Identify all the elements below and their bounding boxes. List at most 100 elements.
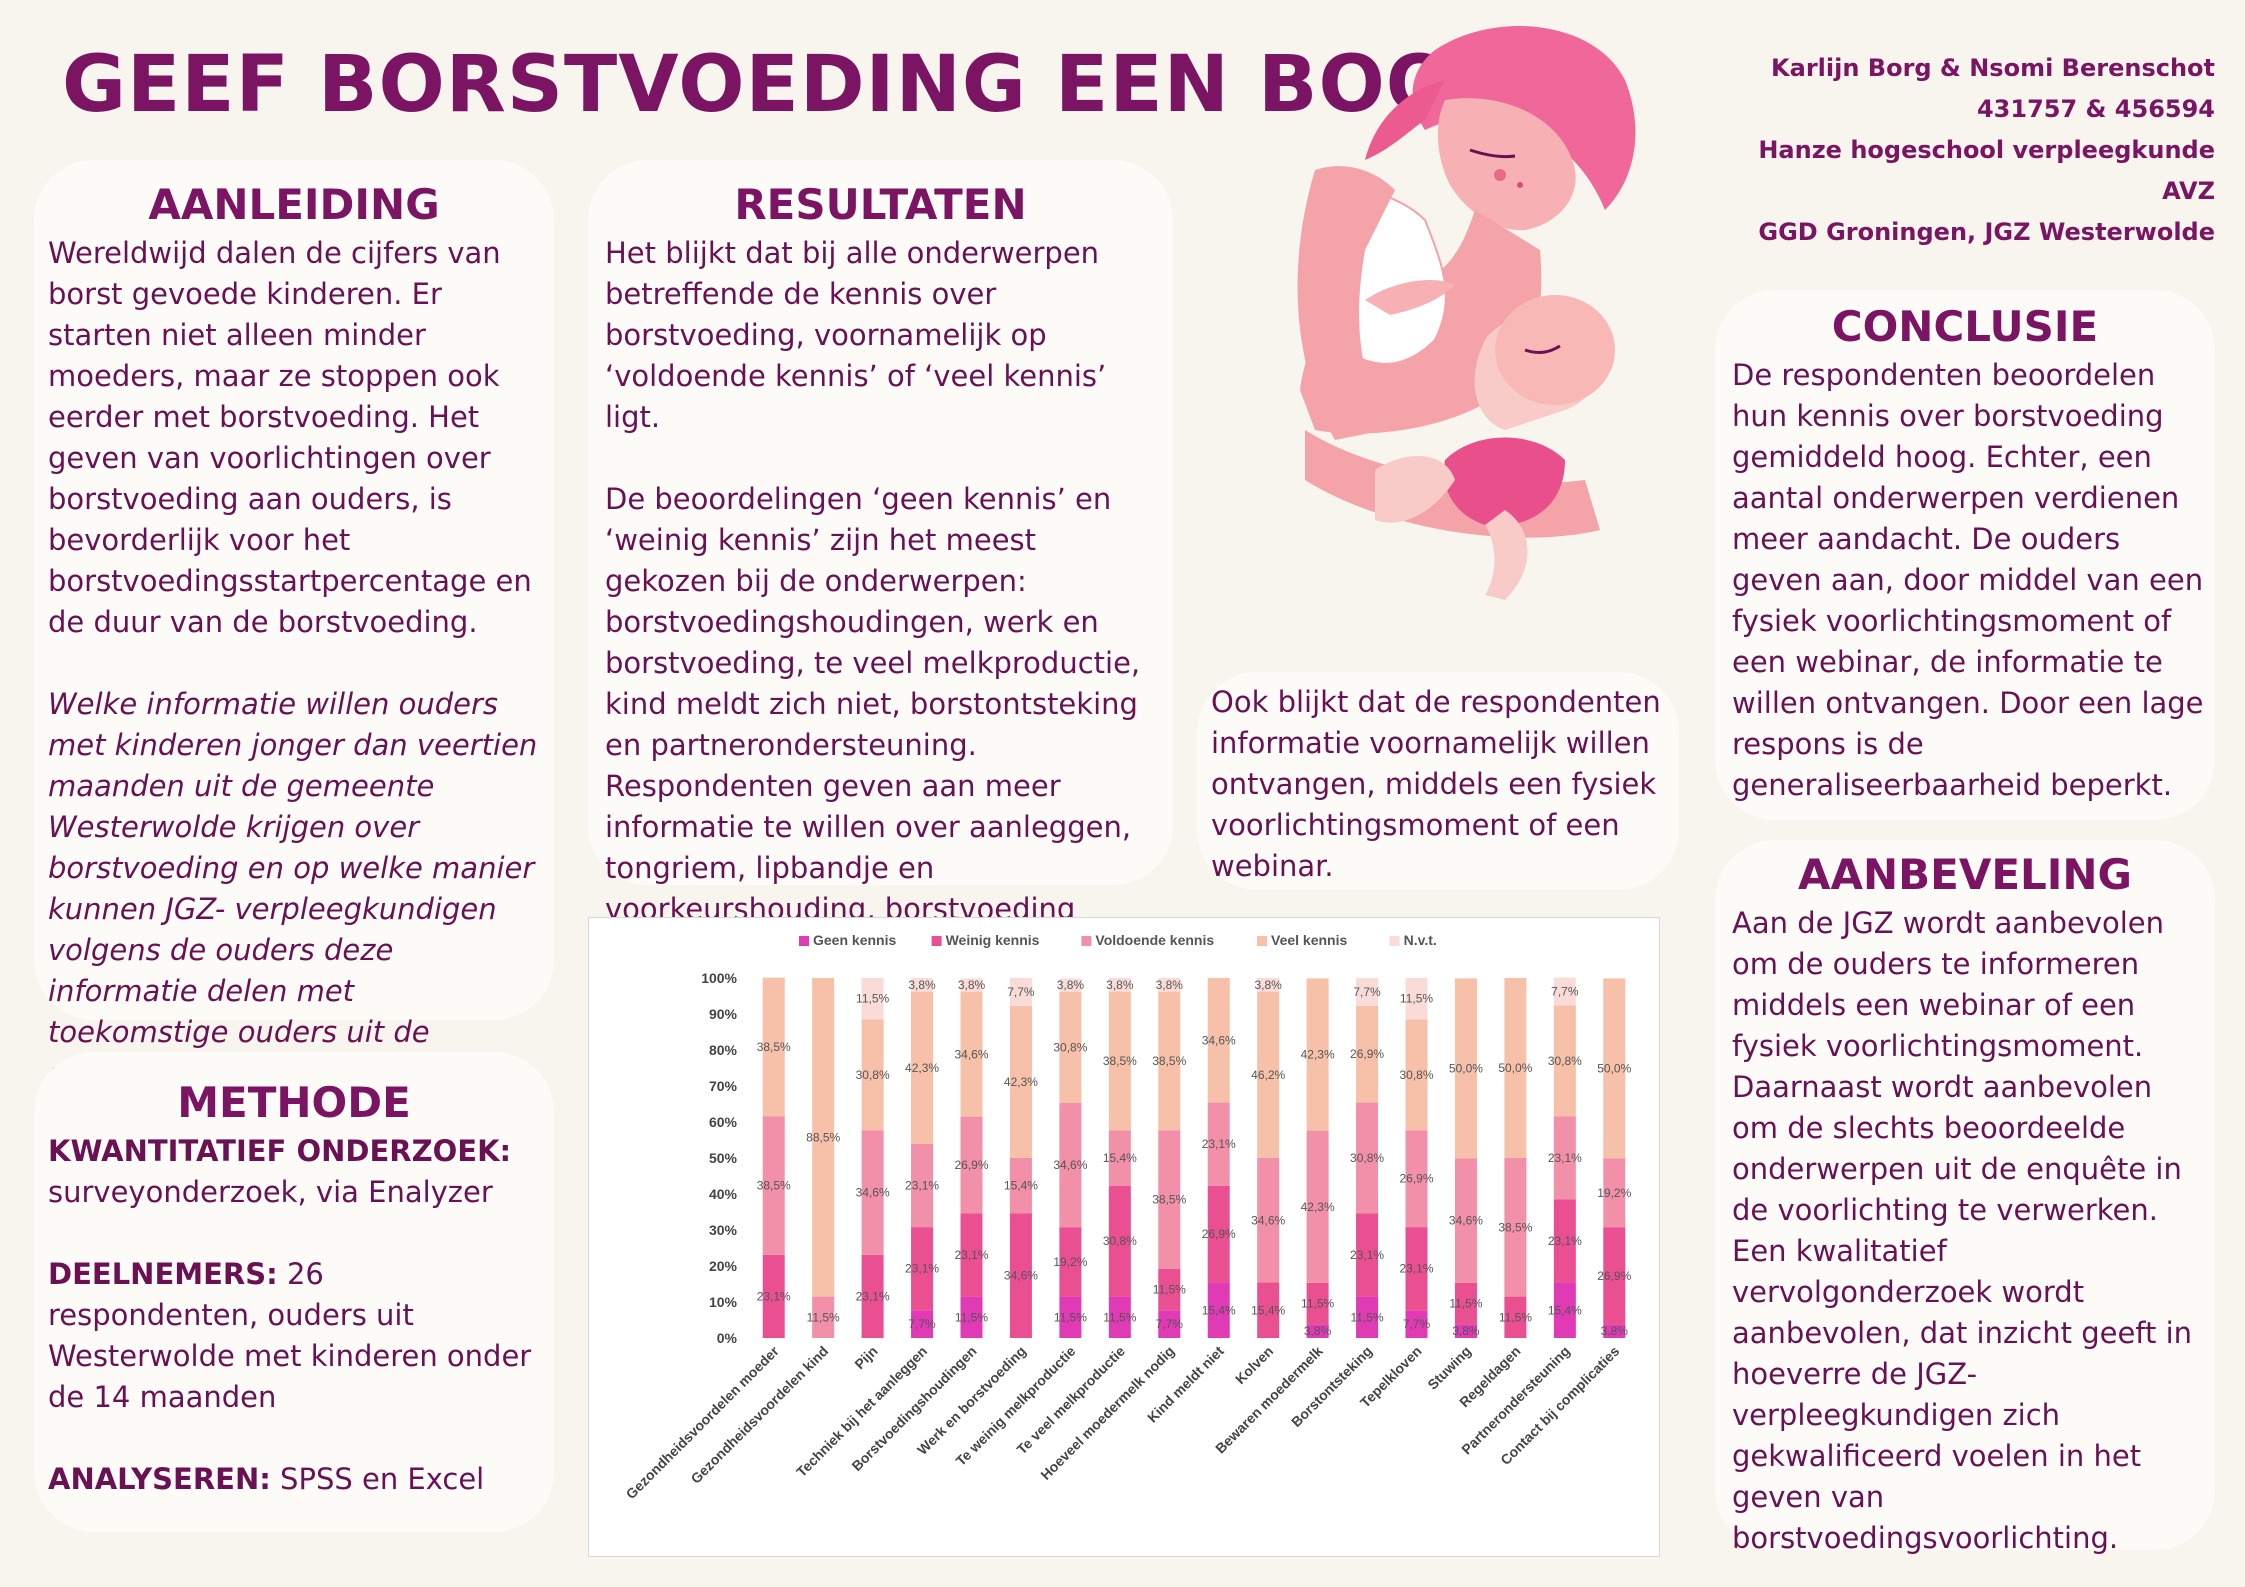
data-label: 3,8% (958, 978, 986, 992)
data-label: 11,5% (1499, 1310, 1532, 1324)
data-label: 50,0% (1597, 1061, 1631, 1075)
y-tick-label: 0% (717, 1330, 738, 1346)
bar-segment (1306, 1324, 1329, 1338)
x-tick-label: Kolven (1232, 1343, 1276, 1387)
bar-segment (1553, 1005, 1576, 1117)
data-label: 7,7% (1403, 1317, 1431, 1331)
bar-segment (1553, 977, 1576, 1006)
data-label: 15,4% (1202, 1303, 1236, 1317)
data-label: 38,5% (1152, 1193, 1186, 1207)
bar-segment (960, 1116, 983, 1214)
data-label: 11,5% (955, 1310, 988, 1324)
bar-segment (1356, 1005, 1379, 1103)
bar-segment (960, 1213, 983, 1297)
bar-segment (1158, 978, 1181, 992)
data-label: 11,5% (1153, 1283, 1186, 1297)
y-tick-label: 90% (709, 1006, 738, 1022)
aanleiding-heading: AANLEIDING (148, 180, 440, 229)
data-label: 11,5% (1449, 1297, 1482, 1311)
legend-swatch (931, 936, 942, 946)
data-label: 23,1% (1399, 1262, 1433, 1276)
bar-segment (1553, 1282, 1576, 1338)
data-label: 88,5% (806, 1130, 840, 1144)
bar-segment (1108, 978, 1131, 992)
bar-segment (762, 1116, 785, 1255)
bar-segment (911, 1310, 934, 1338)
bar-segment (762, 1254, 785, 1338)
data-label: 7,7% (1353, 985, 1381, 999)
data-label: 46,2% (1251, 1068, 1285, 1082)
research-question: Welke informatie willen ouders met kinde… (48, 687, 538, 1090)
data-label: 38,5% (1103, 1054, 1137, 1068)
bar-segment (1108, 1130, 1131, 1186)
bar-segment (861, 1254, 884, 1338)
legend-label: Geen kennis (813, 932, 896, 948)
bar-segment (1553, 1199, 1576, 1283)
data-label: 11,5% (1350, 1310, 1383, 1324)
analyse-text: SPSS en Excel (270, 1462, 485, 1496)
bar-segment (1306, 978, 1329, 1131)
bar-segment (1158, 1310, 1181, 1338)
data-label: 11,5% (1054, 1310, 1087, 1324)
bar-segment (1207, 1102, 1230, 1186)
data-label: 38,5% (1498, 1220, 1532, 1234)
data-label: 50,0% (1449, 1061, 1483, 1075)
aanleiding-text: Wereldwijd dalen de cijfers van borst ge… (48, 236, 532, 639)
y-tick-label: 100% (701, 970, 737, 986)
data-label: 42,3% (1301, 1048, 1335, 1062)
methode-heading: METHODE (177, 1078, 411, 1127)
bar-segment (1009, 1005, 1032, 1158)
data-label: 50,0% (1498, 1061, 1532, 1075)
data-label: 3,8% (1254, 978, 1282, 992)
y-tick-label: 60% (709, 1114, 738, 1130)
bar-segment (1504, 1296, 1527, 1338)
bar-segment (1059, 992, 1082, 1103)
chart-svg: Geen kennis Weinig kennis Voldoende kennis… (623, 932, 1632, 1502)
data-label: 26,9% (954, 1158, 988, 1172)
data-label: 23,1% (905, 1179, 939, 1193)
aanleiding-card: AANLEIDING Wereldwijd dalen de cijfers v… (34, 160, 554, 1090)
bar-segment (1009, 1213, 1032, 1338)
data-label: 7,7% (908, 1317, 936, 1331)
bar-segment (911, 978, 934, 992)
ook-card: Ook blijkt dat de respondenten informati… (1197, 672, 1679, 890)
bar-segment (1158, 1268, 1181, 1311)
bar-segment (1257, 991, 1280, 1158)
data-label: 11,5% (1301, 1297, 1334, 1311)
bar-segment (1553, 1116, 1576, 1200)
bar-segment (1306, 1282, 1329, 1325)
bar-segment (1108, 1185, 1131, 1297)
data-label: 34,6% (1053, 1158, 1087, 1172)
data-label: 38,5% (757, 1179, 791, 1193)
data-label: 23,1% (1548, 1234, 1582, 1248)
data-label: 11,5% (856, 992, 889, 1006)
y-tick-label: 30% (709, 1222, 738, 1238)
y-tick-label: 80% (709, 1042, 738, 1058)
bar-segment (1207, 1185, 1230, 1283)
bar-segment (1356, 1213, 1379, 1297)
data-label: 19,2% (1597, 1186, 1631, 1200)
data-label: 3,8% (1057, 978, 1085, 992)
data-label: 26,9% (1597, 1269, 1631, 1283)
y-tick-label: 20% (709, 1258, 738, 1274)
bar-segment (861, 1019, 884, 1131)
program: AVZ (2162, 177, 2215, 205)
bar-segment (1356, 1102, 1379, 1214)
data-label: 23,1% (905, 1262, 939, 1276)
y-tick-label: 50% (709, 1150, 738, 1166)
bar-segment (960, 978, 983, 993)
bar-segment (1454, 1158, 1477, 1283)
data-label: 26,9% (1399, 1172, 1433, 1186)
bar-segment (1158, 991, 1181, 1131)
knowledge-chart: Geen kennis Weinig kennis Voldoende kennis… (588, 917, 1660, 1557)
deelnemers-label: DEELNEMERS: (48, 1257, 278, 1291)
bar-segment (1504, 978, 1527, 1158)
legend-swatch (1257, 936, 1267, 946)
y-tick-label: 40% (709, 1186, 738, 1202)
bar-segment (1603, 1227, 1626, 1325)
conclusie-heading: CONCLUSIE (1831, 302, 2099, 351)
bar-segment (911, 1143, 934, 1228)
methode-type-text: surveyonderzoek, via Enalyzer (48, 1175, 493, 1209)
school: Hanze hogeschool verpleegkunde (1758, 136, 2215, 164)
aanbeveling-card: AANBEVELING Aan de JGZ wordt aanbevolen … (1715, 840, 2215, 1555)
